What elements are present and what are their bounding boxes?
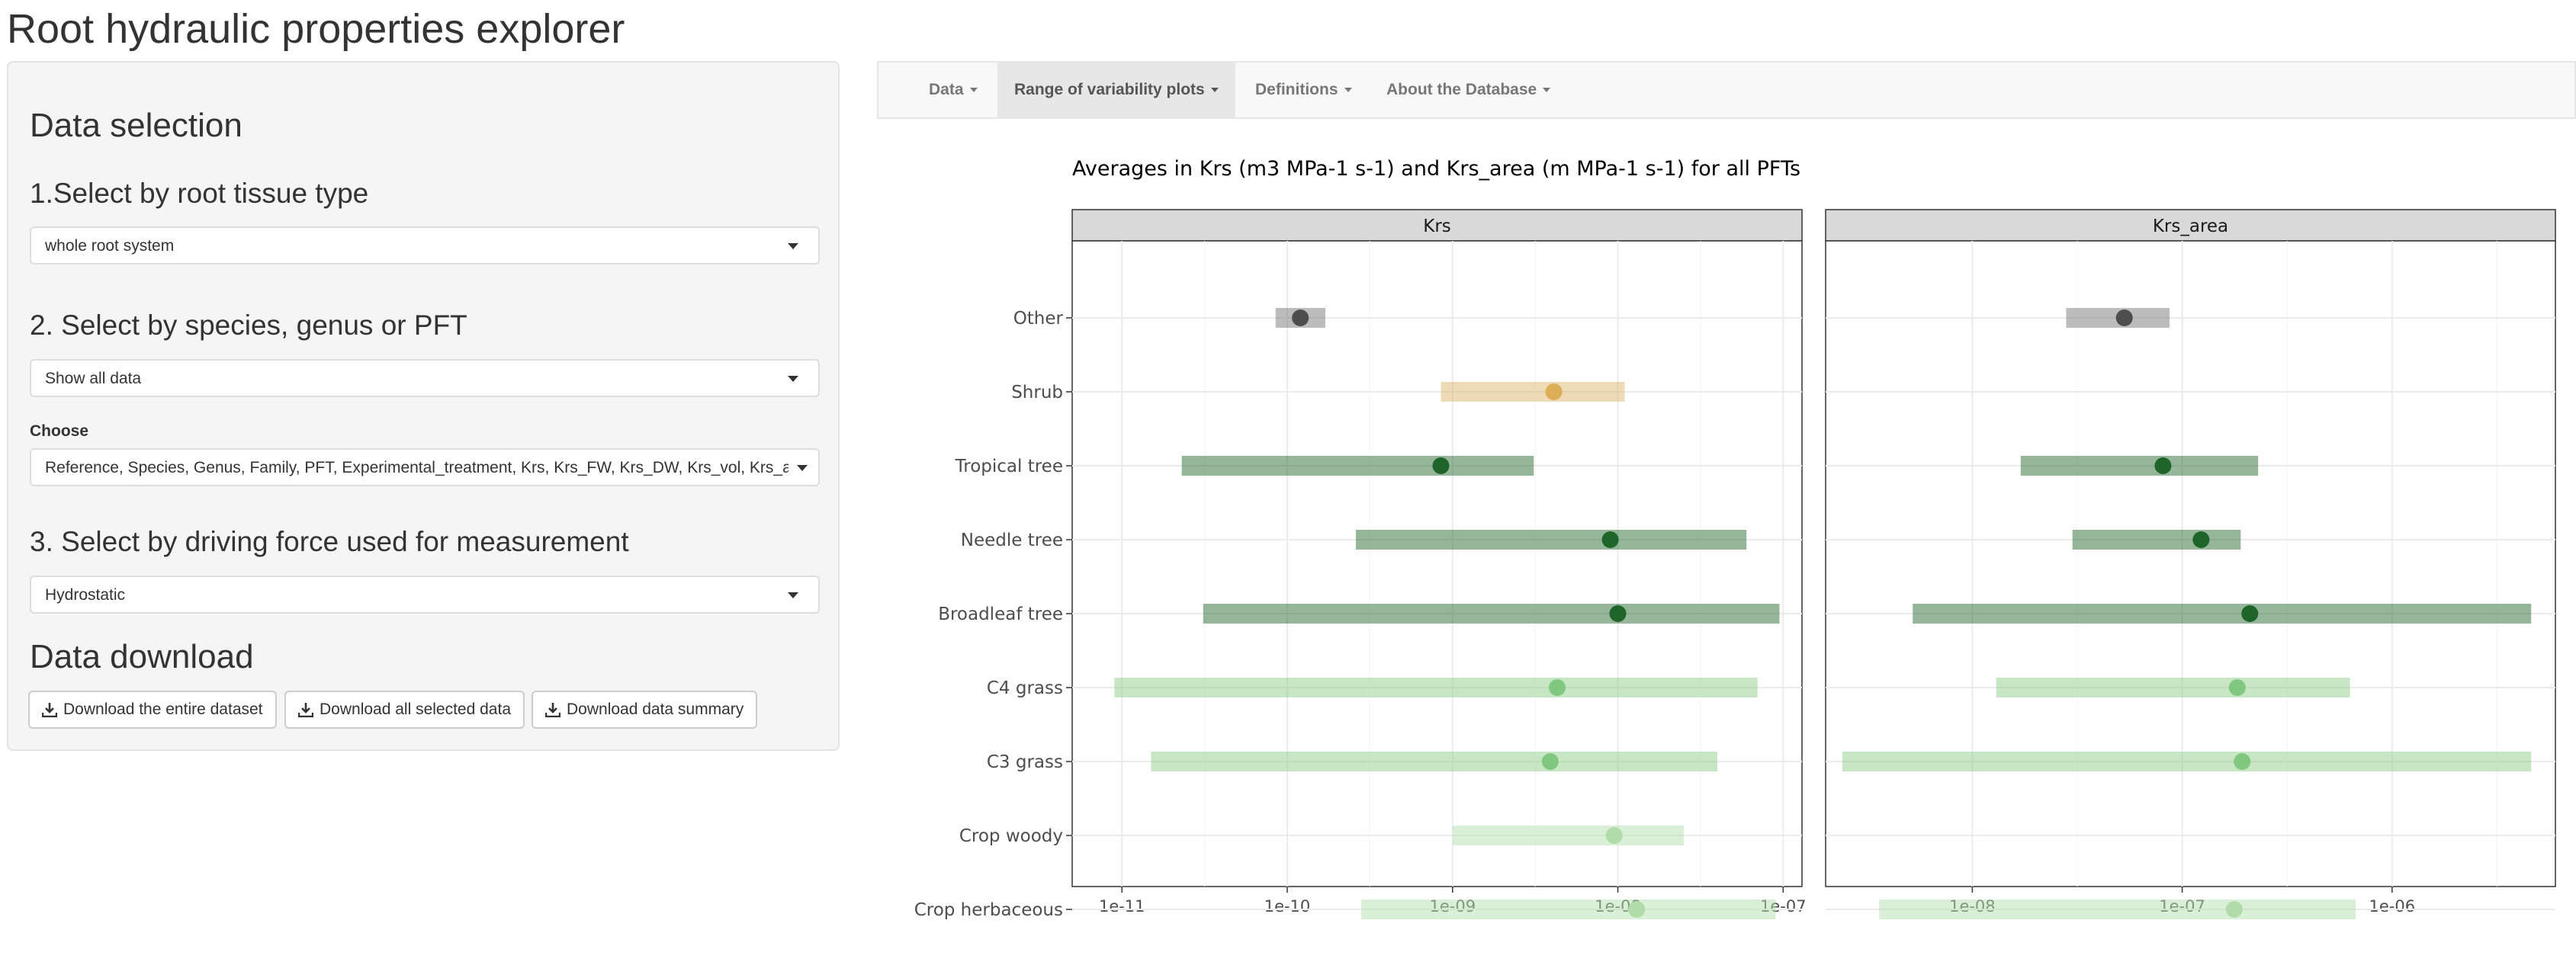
chart-title: Averages in Krs (m3 MPa-1 s-1) and Krs_a… xyxy=(1072,157,1800,181)
nav-range-of-variability[interactable]: Range of variability plots xyxy=(997,63,1235,117)
y-tick-label: Broadleaf tree xyxy=(938,604,1063,624)
columns-value: Reference, Species, Genus, Family, PFT, … xyxy=(45,459,789,476)
mean-point xyxy=(1628,901,1646,918)
range-bar xyxy=(1181,456,1534,476)
caret-down-icon xyxy=(1543,88,1551,92)
range-bar xyxy=(1360,899,1776,919)
y-tick-label: C4 grass xyxy=(987,678,1063,698)
mean-point xyxy=(2234,753,2251,770)
y-tick-label: Shrub xyxy=(1011,383,1063,402)
chevron-down-icon xyxy=(788,376,798,382)
facet-panel xyxy=(1071,240,1803,887)
range-bar xyxy=(2020,456,2259,476)
download-icon xyxy=(42,703,57,717)
range-bar xyxy=(1452,826,1684,845)
range-bar xyxy=(1151,752,1718,771)
mean-point xyxy=(1609,605,1627,622)
nav-range-label: Range of variability plots xyxy=(1014,81,1205,98)
range-bar xyxy=(1996,678,2350,697)
tissue-type-select[interactable]: whole root system xyxy=(30,226,820,265)
y-tick-label: Crop herbaceous xyxy=(914,900,1063,920)
mean-point xyxy=(2228,679,2246,696)
y-tick-label: C3 grass xyxy=(987,752,1063,772)
facet-strip xyxy=(1825,209,2556,242)
choose-label: Choose xyxy=(30,422,89,440)
nav-about-label: About the Database xyxy=(1386,81,1537,98)
species-label: 2. Select by species, genus or PFT xyxy=(30,309,467,341)
y-tick-label: Other xyxy=(1013,309,1064,329)
range-bar xyxy=(1355,530,1747,550)
range-bar xyxy=(1913,604,2532,624)
range-bar xyxy=(1441,382,1625,402)
species-value: Show all data xyxy=(45,370,142,387)
facet-strip xyxy=(1071,209,1803,242)
y-tick-label: Tropical tree xyxy=(955,457,1063,476)
download-icon xyxy=(298,703,313,717)
mean-point xyxy=(1605,827,1623,844)
mean-point xyxy=(1545,383,1563,400)
app-title: Root hydraulic properties explorer xyxy=(7,6,625,52)
download-summary-button[interactable]: Download data summary xyxy=(532,691,758,729)
tissue-type-label: 1.Select by root tissue type xyxy=(30,178,369,209)
facet-label: Krs_area xyxy=(2153,216,2228,236)
driving-force-label: 3. Select by driving force used for meas… xyxy=(30,526,629,557)
nav-definitions-label: Definitions xyxy=(1255,81,1338,98)
caret-down-icon xyxy=(969,88,978,92)
download-selected-button[interactable]: Download all selected data xyxy=(284,691,525,729)
chevron-down-icon xyxy=(788,243,798,249)
nav-data[interactable]: Data xyxy=(912,63,994,117)
mean-point xyxy=(2241,605,2259,622)
variability-chart: Averages in Krs (m3 MPa-1 s-1) and Krs_a… xyxy=(914,157,2556,920)
range-bar xyxy=(1842,752,2532,771)
download-entire-label: Download the entire dataset xyxy=(63,701,263,718)
range-bar xyxy=(1879,899,2356,919)
columns-select[interactable]: Reference, Species, Genus, Family, PFT, … xyxy=(30,448,820,486)
nav-about-database[interactable]: About the Database xyxy=(1370,63,1567,117)
download-selected-label: Download all selected data xyxy=(320,701,511,718)
data-download-heading: Data download xyxy=(30,638,254,675)
mean-point xyxy=(1549,679,1566,696)
species-select[interactable]: Show all data xyxy=(30,359,820,397)
caret-down-icon xyxy=(1210,88,1219,92)
range-bar xyxy=(2072,530,2241,550)
mean-point xyxy=(2154,457,2172,474)
tissue-type-value: whole root system xyxy=(45,237,175,255)
driving-force-value: Hydrostatic xyxy=(45,586,126,604)
sidebar-panel: Data selection 1.Select by root tissue t… xyxy=(7,61,840,751)
y-tick-label: Needle tree xyxy=(961,531,1063,550)
x-tick-label: 1e-11 xyxy=(1099,897,1145,916)
chevron-down-icon xyxy=(797,465,808,471)
download-summary-label: Download data summary xyxy=(567,701,744,718)
facet-panel xyxy=(1825,240,2556,887)
mean-point xyxy=(2192,531,2210,548)
range-bar xyxy=(1114,678,1758,697)
x-tick-label: 1e-06 xyxy=(2369,897,2416,916)
nav-definitions[interactable]: Definitions xyxy=(1238,63,1369,117)
driving-force-select[interactable]: Hydrostatic xyxy=(30,576,820,614)
data-selection-heading: Data selection xyxy=(30,107,243,144)
mean-point xyxy=(1432,457,1450,474)
mean-point xyxy=(2225,901,2243,918)
mean-point xyxy=(2115,309,2133,326)
caret-down-icon xyxy=(1344,88,1352,92)
y-tick-label: Crop woody xyxy=(959,826,1063,846)
nav-data-label: Data xyxy=(929,81,964,98)
download-icon xyxy=(545,703,560,717)
facet-label: Krs xyxy=(1423,216,1451,236)
download-entire-dataset-button[interactable]: Download the entire dataset xyxy=(28,691,277,729)
x-tick-label: 1e-10 xyxy=(1264,897,1311,916)
mean-point xyxy=(1601,531,1619,548)
mean-point xyxy=(1541,753,1559,770)
chevron-down-icon xyxy=(788,592,798,598)
mean-point xyxy=(1292,309,1309,326)
top-navbar: Data Range of variability plots Definiti… xyxy=(877,61,2576,119)
range-bar xyxy=(1203,604,1780,624)
